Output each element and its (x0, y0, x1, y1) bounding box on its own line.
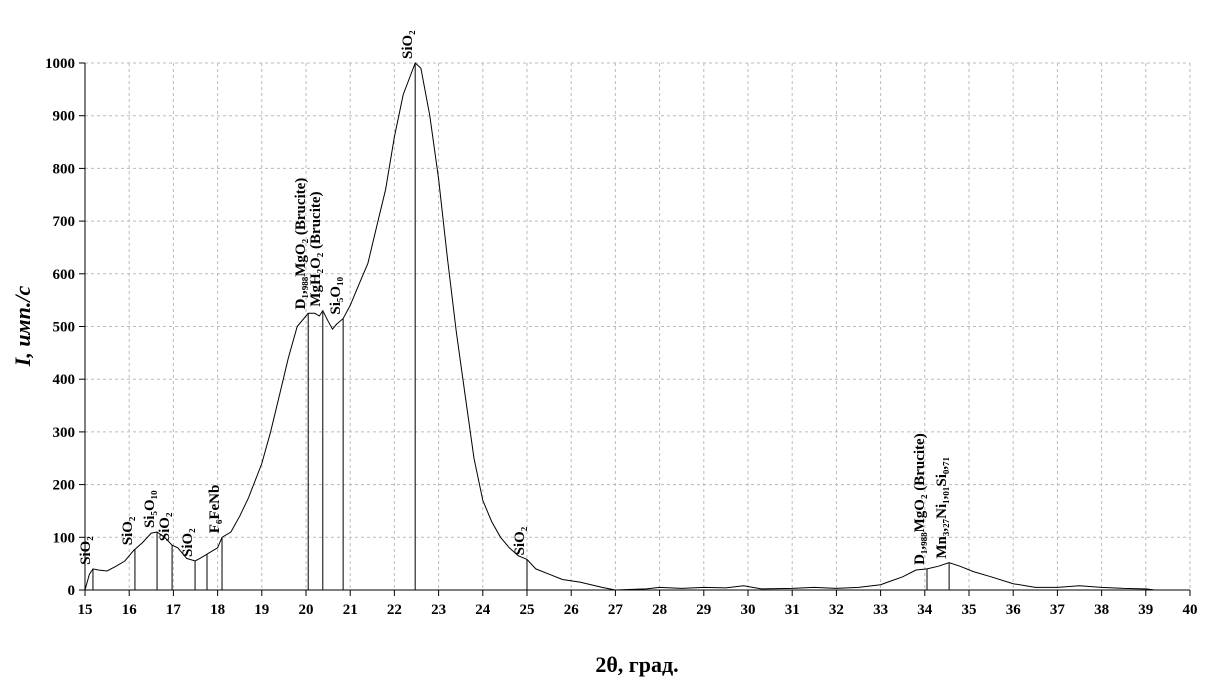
x-tick-label: 27 (608, 602, 624, 618)
x-tick-label: 18 (210, 602, 225, 618)
x-tick-label: 20 (299, 602, 314, 618)
x-tick-label: 22 (387, 602, 402, 618)
x-tick-label: 23 (431, 602, 446, 618)
x-tick-label: 24 (475, 602, 491, 618)
x-tick-label: 19 (254, 602, 269, 618)
y-tick-label: 600 (53, 267, 76, 283)
x-tick-label: 37 (1050, 602, 1066, 618)
peak-label: Si₅O₁₀ (142, 490, 158, 528)
peak-label: SiO₂ (157, 512, 173, 541)
x-tick-label: 31 (785, 602, 800, 618)
y-tick-label: 700 (53, 214, 76, 230)
peak-label: SiO₂ (120, 516, 136, 545)
x-tick-label: 21 (343, 602, 358, 618)
line (84, 62, 1155, 591)
y-tick-label: 200 (53, 478, 76, 494)
x-tick-label: 32 (829, 602, 844, 618)
y-tick-label: 0 (68, 583, 76, 599)
y-tick-label: 400 (53, 372, 76, 388)
peak-label: D₁,₉₈₈MgO₂ (Brucite) (293, 178, 309, 310)
y-tick-label: 100 (53, 530, 76, 546)
peak-label: F₆FeNb (207, 485, 223, 534)
x-tick-label: 40 (1183, 602, 1198, 618)
peak-label: Si₅O₁₀ (328, 276, 344, 314)
x-tick-label: 39 (1138, 602, 1153, 618)
y-tick-label: 300 (53, 425, 76, 441)
x-tick-label: 16 (122, 602, 138, 618)
peak-label: SiO₂ (400, 30, 416, 59)
x-tick-label: 36 (1006, 602, 1022, 618)
x-tick-label: 15 (78, 602, 93, 618)
x-tick-label: 35 (962, 602, 977, 618)
x-tick-label: 33 (873, 602, 888, 618)
peak-label: MgH₂O₂ (Brucite) (308, 191, 324, 306)
x-axis-title: 2θ, град. (595, 652, 678, 677)
y-tick-label: 900 (53, 109, 76, 125)
x-tick-label: 25 (520, 602, 535, 618)
peak-label: SiO₂ (512, 526, 528, 555)
peak-label: SiO₂ (78, 536, 94, 565)
peak-label: Mn₃,₂₇Ni₁,₀₁Si₀,₇₁ (934, 457, 950, 559)
y-tick-label: 1000 (45, 56, 75, 72)
x-tick-label: 29 (696, 602, 711, 618)
x-tick-label: 26 (564, 602, 580, 618)
y-tick-label: 500 (53, 320, 76, 336)
y-axis-title: I, имп./с (10, 286, 35, 368)
x-tick-label: 28 (652, 602, 667, 618)
y-tick-label: 800 (53, 161, 76, 177)
peak-label: D₁,₉₈₈MgO₂ (Brucite) (912, 433, 928, 565)
x-tick-label: 30 (741, 602, 756, 618)
x-tick-label: 34 (917, 602, 933, 618)
peak-label: SiO₂ (180, 528, 196, 557)
x-tick-label: 38 (1094, 602, 1109, 618)
x-tick-label: 17 (166, 602, 182, 618)
